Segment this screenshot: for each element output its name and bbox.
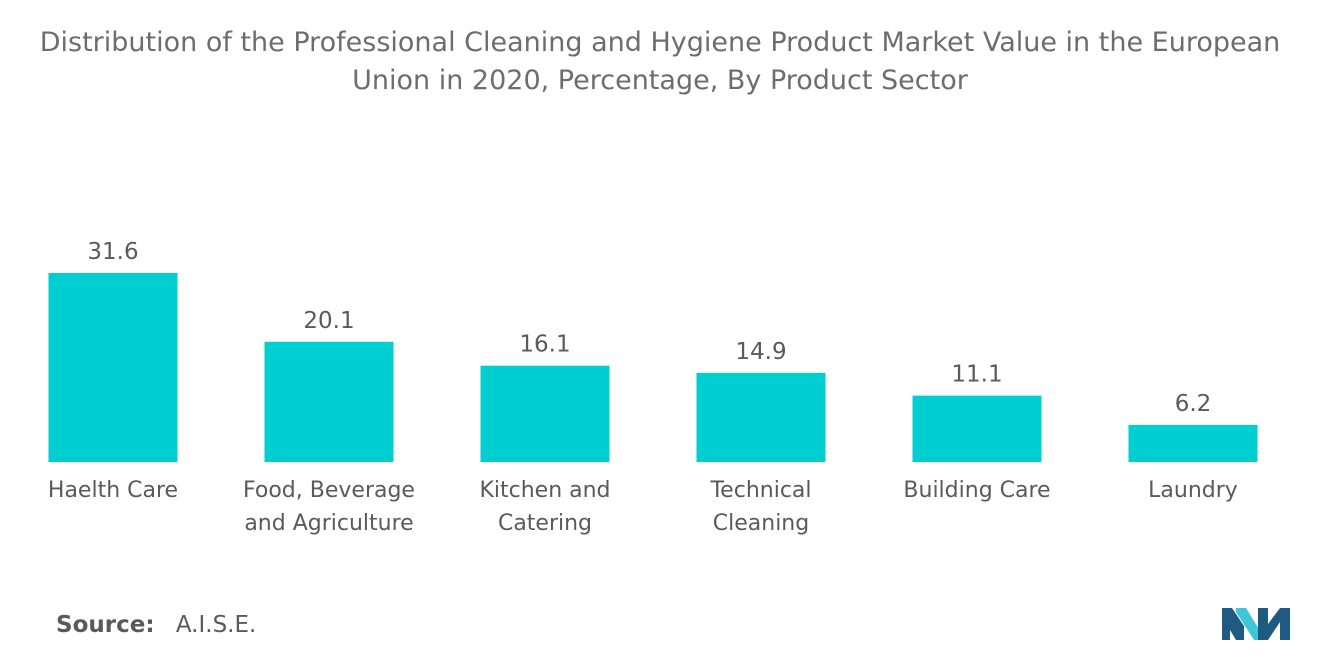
chart-title-line-2: Union in 2020, Percentage, By Product Se… <box>352 65 968 96</box>
category-label: Laundry <box>1148 478 1238 503</box>
category-label: Building Care <box>903 478 1050 503</box>
bar-value-label: 14.9 <box>735 339 786 365</box>
chart-title: Distribution of the Professional Cleanin… <box>0 24 1320 100</box>
category-label: Haelth Care <box>48 478 178 503</box>
category-label: Kitchen and <box>479 478 610 503</box>
bar-value-label: 11.1 <box>951 362 1002 388</box>
source-note: Source: A.I.S.E. <box>56 612 256 638</box>
bar-chart: 31.6 Haelth Care 20.1 Food, Beverage and Agr… <box>48 239 1258 536</box>
category-label: and Agriculture <box>244 511 413 536</box>
category-label: Technical <box>709 478 811 503</box>
bar <box>264 341 394 462</box>
bar <box>696 372 826 462</box>
source-value: A.I.S.E. <box>175 612 257 638</box>
chart-title-line-1: Distribution of the Professional Cleanin… <box>39 27 1281 58</box>
category-label: Food, Beverage <box>243 478 415 503</box>
bar-value-label: 16.1 <box>519 332 570 358</box>
bar-value-label: 20.1 <box>303 308 354 334</box>
category-label: Cleaning <box>713 511 809 536</box>
category-label: Catering <box>498 511 592 536</box>
bar <box>1128 424 1258 462</box>
bar <box>48 273 178 462</box>
bar <box>912 395 1042 462</box>
bar-value-label: 6.2 <box>1175 391 1212 417</box>
bar-value-label: 31.6 <box>87 239 138 265</box>
brand-logo-icon <box>1222 608 1290 640</box>
bar <box>480 365 610 462</box>
source-label: Source: <box>56 612 155 638</box>
